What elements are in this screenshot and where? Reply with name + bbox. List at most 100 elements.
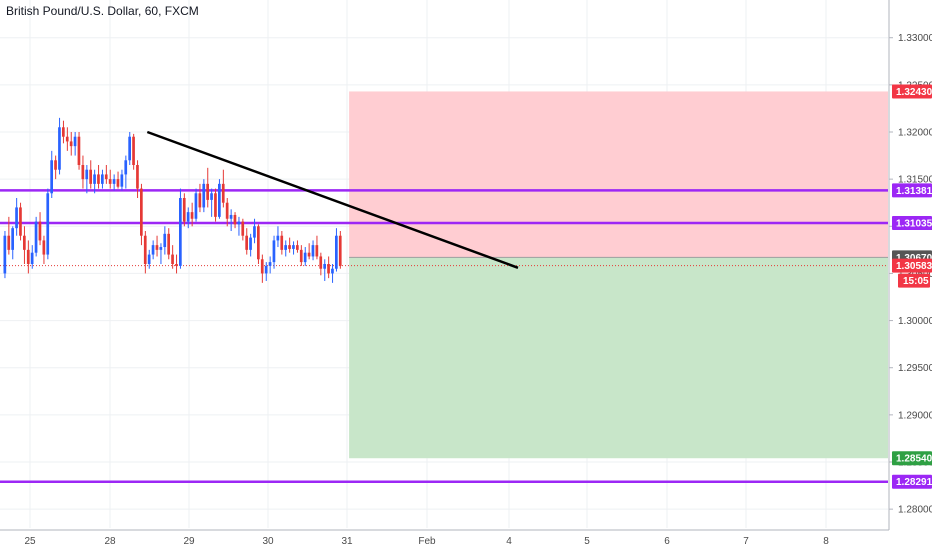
y-tick-label-1.30000: 1.30000 — [898, 316, 932, 327]
candle-body-58 — [229, 214, 233, 219]
countdown-label: 15:05 — [903, 276, 929, 287]
candle-body-52 — [206, 183, 209, 200]
candle-body-4 — [19, 207, 22, 236]
price-tag-1.30583 — [892, 258, 932, 273]
price-tag-1.28291 — [892, 474, 932, 489]
candle-body-16 — [65, 136, 69, 142]
candle-body-10 — [42, 240, 46, 255]
trendline[interactable] — [146, 130, 519, 269]
x-tick-label-29: 29 — [183, 536, 195, 547]
candle-body-53 — [210, 193, 213, 200]
candle-body-29 — [116, 179, 120, 187]
candle-body-76 — [299, 249, 303, 263]
candle-body-85 — [335, 235, 338, 269]
candle-body-83 — [327, 264, 330, 274]
candle-body-60 — [237, 221, 241, 225]
candle-body-40 — [159, 247, 163, 250]
candle-body-3 — [15, 207, 18, 229]
candle-body-32 — [128, 136, 131, 161]
x-tick-label-Feb: Feb — [418, 536, 436, 547]
candle-body-79 — [311, 245, 315, 257]
candle-body-55 — [218, 183, 221, 217]
price-tag-label-1.31381: 1.31381 — [896, 186, 932, 197]
price-tag-label-1.32430: 1.32430 — [896, 87, 932, 98]
chart-title: British Pound/U.S. Dollar, 60, FXCM — [6, 4, 199, 18]
candle-body-17 — [69, 141, 73, 147]
candle-body-13 — [54, 160, 57, 170]
candle-body-37 — [147, 254, 151, 264]
candle-body-64 — [253, 226, 256, 238]
price-tag-label-1.30583: 1.30583 — [896, 261, 932, 272]
candle-body-6 — [26, 249, 30, 264]
candle-body-71 — [280, 235, 284, 250]
candle-body-8 — [34, 221, 38, 253]
candle-body-54 — [214, 193, 217, 217]
candle-body-2 — [11, 228, 14, 250]
x-tick-label-28: 28 — [104, 536, 116, 547]
stop-loss-zone — [349, 91, 889, 258]
price-tag-1.28540 — [892, 451, 932, 466]
candle-body-84 — [331, 268, 334, 274]
candle-body-0 — [3, 235, 7, 274]
countdown-tag — [898, 273, 930, 288]
candle-body-18 — [73, 136, 77, 147]
candle-body-69 — [272, 240, 276, 263]
y-tick-label-1.28000: 1.28000 — [898, 505, 932, 516]
candle-body-65 — [257, 226, 260, 260]
y-tick-label-1.32000: 1.32000 — [898, 128, 932, 139]
y-tick-label-1.31500: 1.31500 — [898, 175, 932, 186]
candle-body-21 — [85, 169, 89, 180]
candle-body-68 — [268, 262, 272, 266]
candle-body-7 — [30, 252, 34, 264]
candle-body-62 — [245, 235, 248, 250]
candle-body-81 — [319, 256, 323, 269]
x-tick-label-5: 5 — [584, 536, 590, 547]
candle-body-24 — [97, 174, 100, 184]
candle-body-15 — [62, 127, 65, 137]
price-tag-label-1.30670: 1.30670 — [896, 253, 932, 264]
candle-body-75 — [296, 245, 299, 250]
x-tick-label-25: 25 — [24, 536, 36, 547]
candle-body-33 — [132, 136, 135, 165]
candle-body-26 — [104, 174, 108, 180]
candle-body-44 — [175, 264, 178, 266]
candle-body-1 — [7, 235, 11, 250]
candle-body-63 — [249, 237, 252, 250]
y-tick-label-1.29000: 1.29000 — [898, 410, 932, 421]
candle-body-38 — [151, 245, 155, 255]
candle-body-80 — [315, 245, 319, 257]
candle-body-27 — [108, 179, 112, 184]
candle-body-49 — [194, 193, 198, 219]
candle-body-57 — [225, 202, 229, 219]
price-tag-label-1.31035: 1.31035 — [896, 218, 932, 229]
x-tick-label-6: 6 — [664, 536, 670, 547]
candle-body-5 — [23, 235, 26, 250]
candle-body-48 — [190, 212, 194, 219]
candle-body-77 — [303, 252, 307, 263]
candle-body-82 — [323, 264, 326, 269]
price-tag-label-1.28291: 1.28291 — [896, 477, 932, 488]
candle-body-30 — [120, 174, 124, 187]
candle-body-70 — [276, 235, 280, 241]
candle-body-20 — [81, 165, 85, 180]
candle-body-12 — [50, 160, 53, 194]
candle-body-41 — [163, 233, 167, 248]
candle-body-47 — [186, 212, 190, 222]
candle-body-28 — [112, 179, 116, 184]
candle-body-35 — [140, 188, 143, 236]
candle-body-14 — [58, 127, 61, 170]
candle-body-61 — [241, 221, 245, 236]
x-tick-label-8: 8 — [823, 536, 829, 547]
take-profit-zone — [349, 257, 889, 459]
candle-body-9 — [38, 221, 42, 241]
candle-body-39 — [155, 245, 159, 250]
candle-body-11 — [46, 193, 50, 255]
candle-body-31 — [124, 160, 128, 175]
candle-body-59 — [233, 214, 237, 225]
x-tick-label-31: 31 — [341, 536, 353, 547]
candle-body-51 — [202, 183, 206, 208]
x-tick-label-30: 30 — [262, 536, 274, 547]
candle-body-74 — [292, 245, 295, 249]
